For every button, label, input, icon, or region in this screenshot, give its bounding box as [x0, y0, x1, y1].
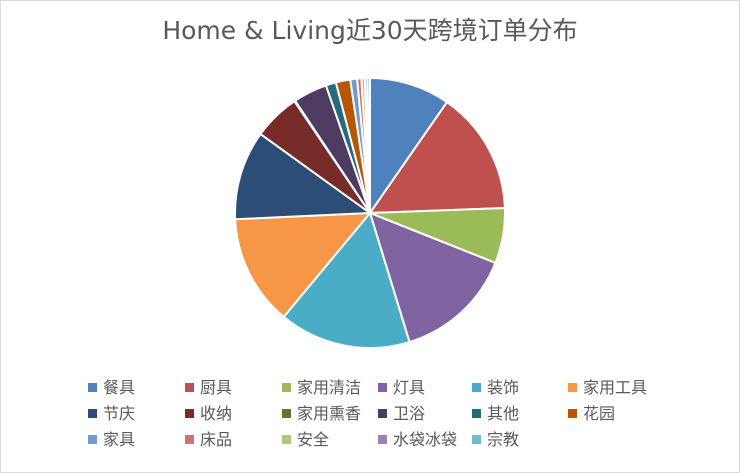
legend-label: 安全 — [297, 430, 330, 449]
legend-swatch — [568, 383, 577, 392]
legend-swatch — [378, 383, 387, 392]
legend-swatch — [472, 383, 481, 392]
legend-label: 装饰 — [487, 378, 520, 397]
legend-label: 花园 — [583, 404, 616, 423]
legend-item-13: 家具 — [88, 428, 135, 452]
legend-swatch — [472, 435, 481, 444]
pie-slice-17 — [366, 76, 371, 214]
legend-label: 灯具 — [393, 378, 426, 397]
pie-slice-7 — [234, 132, 373, 221]
legend-item-11: 其他 — [472, 402, 519, 426]
legend-item-4: 灯具 — [378, 376, 425, 400]
chart-title: Home & Living近30天跨境订单分布 — [162, 16, 578, 45]
legend-label: 水袋冰袋 — [393, 430, 458, 449]
legend-swatch — [282, 383, 291, 392]
legend-swatch — [282, 435, 291, 444]
legend-swatch — [378, 409, 387, 418]
legend-label: 家用工具 — [583, 378, 648, 397]
legend-item-5: 装饰 — [472, 376, 519, 400]
legend-item-2: 厨具 — [185, 376, 232, 400]
legend-item-15: 安全 — [282, 428, 329, 452]
legend-item-10: 卫浴 — [378, 402, 425, 426]
pie-slice-2 — [368, 100, 506, 215]
legend-item-7: 节庆 — [88, 402, 135, 426]
legend-label: 卫浴 — [393, 404, 426, 423]
legend-item-6: 家用工具 — [568, 376, 647, 400]
legend-label: 餐具 — [103, 378, 136, 397]
pie-slice-5 — [282, 210, 411, 349]
legend-swatch — [568, 409, 577, 418]
legend-item-9: 家用熏香 — [282, 402, 361, 426]
legend-item-14: 床品 — [185, 428, 232, 452]
legend-label: 宗教 — [487, 430, 520, 449]
legend-label: 收纳 — [200, 404, 233, 423]
legend-label: 家用清洁 — [297, 378, 362, 397]
legend-swatch — [378, 435, 387, 444]
legend-label: 家用熏香 — [297, 404, 362, 423]
legend-label: 节庆 — [103, 404, 136, 423]
legend-swatch — [88, 435, 97, 444]
legend-item-16: 水袋冰袋 — [378, 428, 457, 452]
legend-swatch — [472, 409, 481, 418]
legend-label: 其他 — [487, 404, 520, 423]
legend-swatch — [185, 383, 194, 392]
pie-slice-6 — [234, 211, 373, 319]
pie-slice-1 — [369, 76, 449, 217]
pie-slice-4 — [368, 211, 497, 344]
legend-item-17: 宗教 — [472, 428, 519, 452]
legend-swatch — [88, 409, 97, 418]
legend-label: 厨具 — [200, 378, 233, 397]
legend-swatch — [282, 409, 291, 418]
legend-item-3: 家用清洁 — [282, 376, 361, 400]
legend-swatch — [88, 383, 97, 392]
legend-swatch — [185, 435, 194, 444]
legend-label: 床品 — [200, 430, 233, 449]
legend-item-1: 餐具 — [88, 376, 135, 400]
legend-label: 家具 — [103, 430, 136, 449]
legend-item-8: 收纳 — [185, 402, 232, 426]
legend-item-12: 花园 — [568, 402, 615, 426]
legend-swatch — [185, 409, 194, 418]
